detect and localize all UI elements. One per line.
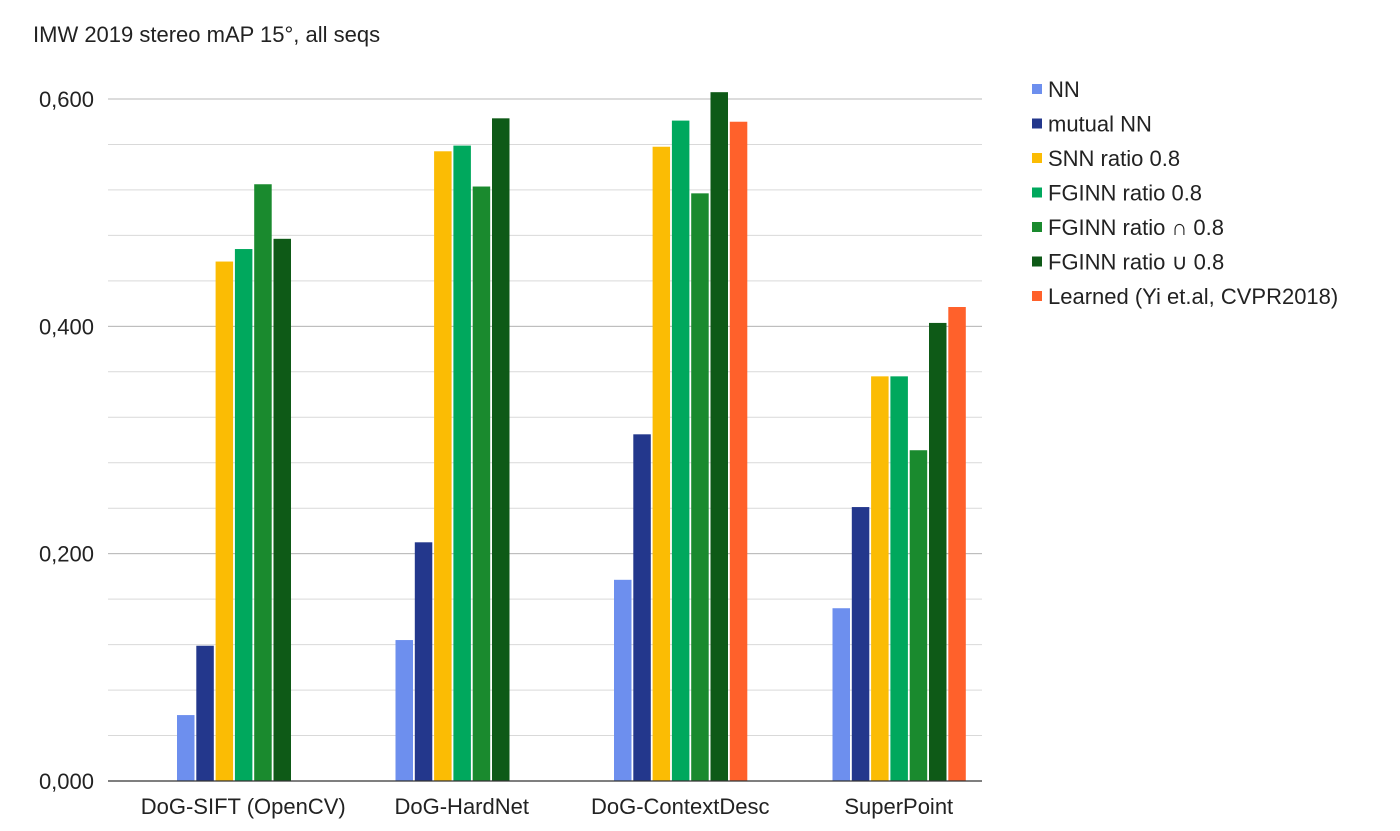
bar-snn-ratio-0-8-dog-contextdesc: [652, 146, 671, 782]
legend-label: FGINN ratio ∪ 0.8: [1048, 250, 1224, 275]
bar-snn-ratio-0-8-dog-hardnet: [434, 151, 452, 781]
bar-fginn-ratio-0-8-dog-hardnet: [492, 118, 510, 781]
legend-label: Learned (Yi et.al, CVPR2018): [1048, 284, 1338, 309]
legend-swatch: [1032, 222, 1042, 232]
legend-swatch: [1032, 153, 1042, 163]
bar-fginn-ratio-0-8-dog-hardnet: [472, 186, 491, 782]
y-tick-label: 0,600: [39, 87, 94, 112]
legend-swatch: [1032, 84, 1042, 94]
bar-learned-yi-et-al-cvpr2018-dog-contextdesc: [729, 121, 748, 781]
bar-snn-ratio-0-8-dog-sift-opencv: [215, 261, 234, 781]
y-axis-ticks: 0,000 0,200 0,400 0,600: [39, 87, 94, 794]
legend-swatch: [1032, 291, 1042, 301]
legend: NN mutual NN SNN ratio 0.8 FGINN ratio 0.8 F…: [1032, 77, 1338, 309]
legend-swatch: [1032, 256, 1042, 267]
y-tick-label: 0,000: [39, 769, 94, 794]
x-category-label: DoG-HardNet: [395, 794, 529, 819]
x-category-label: DoG-SIFT (OpenCV): [141, 794, 346, 819]
y-tick-label: 0,200: [39, 542, 94, 567]
legend-label: FGINN ratio ∩ 0.8: [1048, 215, 1224, 240]
x-axis-categories: DoG-SIFT (OpenCV) DoG-HardNet DoG-ContextD…: [141, 794, 953, 819]
bar-fginn-ratio-0-8-dog-sift-opencv: [234, 249, 253, 782]
legend-label: mutual NN: [1048, 112, 1152, 137]
bars: [177, 92, 966, 782]
legend-swatch: [1032, 118, 1042, 129]
bar-fginn-ratio-0-8-dog-contextdesc: [710, 92, 728, 782]
bar-fginn-ratio-0-8-superpoint: [909, 450, 928, 781]
chart-title: IMW 2019 stereo mAP 15°, all seqs: [33, 22, 380, 47]
bar-fginn-ratio-0-8-superpoint: [929, 322, 947, 781]
bar-mutual-nn-dog-hardnet: [414, 542, 433, 781]
bar-fginn-ratio-0-8-dog-contextdesc: [691, 193, 709, 782]
bar-learned-yi-et-al-cvpr2018-superpoint: [948, 307, 966, 781]
x-category-label: DoG-ContextDesc: [591, 794, 770, 819]
y-tick-label: 0,400: [39, 314, 94, 339]
gridlines: [108, 98, 982, 737]
legend-label: NN: [1048, 77, 1080, 102]
bar-mutual-nn-dog-sift-opencv: [196, 645, 214, 781]
bar-nn-dog-sift-opencv: [177, 715, 195, 781]
bar-fginn-ratio-0-8-dog-sift-opencv: [273, 238, 291, 781]
bar-fginn-ratio-0-8-dog-hardnet: [453, 145, 471, 781]
bar-nn-dog-contextdesc: [614, 579, 632, 781]
legend-label: SNN ratio 0.8: [1048, 146, 1180, 171]
bar-nn-dog-hardnet: [395, 640, 413, 781]
legend-swatch: [1032, 187, 1042, 198]
bar-mutual-nn-superpoint: [851, 507, 870, 781]
legend-label: FGINN ratio 0.8: [1048, 181, 1202, 206]
bar-fginn-ratio-0-8-superpoint: [890, 376, 908, 781]
bar-fginn-ratio-0-8-dog-contextdesc: [671, 120, 690, 781]
bar-fginn-ratio-0-8-dog-sift-opencv: [254, 184, 272, 781]
bar-snn-ratio-0-8-superpoint: [871, 376, 889, 781]
bar-mutual-nn-dog-contextdesc: [633, 434, 651, 781]
bar-nn-superpoint: [832, 608, 850, 781]
x-category-label: SuperPoint: [844, 794, 953, 819]
